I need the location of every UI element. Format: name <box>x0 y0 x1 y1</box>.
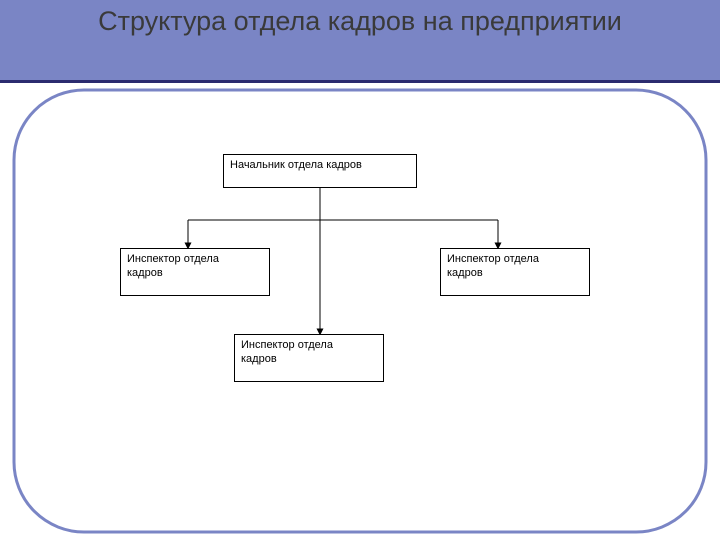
org-node-label: Инспектор отдела кадров <box>447 253 539 281</box>
org-node-label: Инспектор отдела кадров <box>127 253 219 281</box>
org-node-insp3: Инспектор отдела кадров <box>440 248 590 296</box>
org-node-insp1: Инспектор отдела кадров <box>120 248 270 296</box>
org-node-label: Инспектор отдела кадров <box>241 339 333 367</box>
org-node-label: Начальник отдела кадров <box>230 159 362 173</box>
org-node-head: Начальник отдела кадров <box>223 154 417 188</box>
slide-title: Структура отдела кадров на предприятии <box>90 6 630 37</box>
org-node-insp2: Инспектор отдела кадров <box>234 334 384 382</box>
slide-canvas: Структура отдела кадров на предприятии Н… <box>0 0 720 540</box>
title-underline <box>0 80 720 83</box>
